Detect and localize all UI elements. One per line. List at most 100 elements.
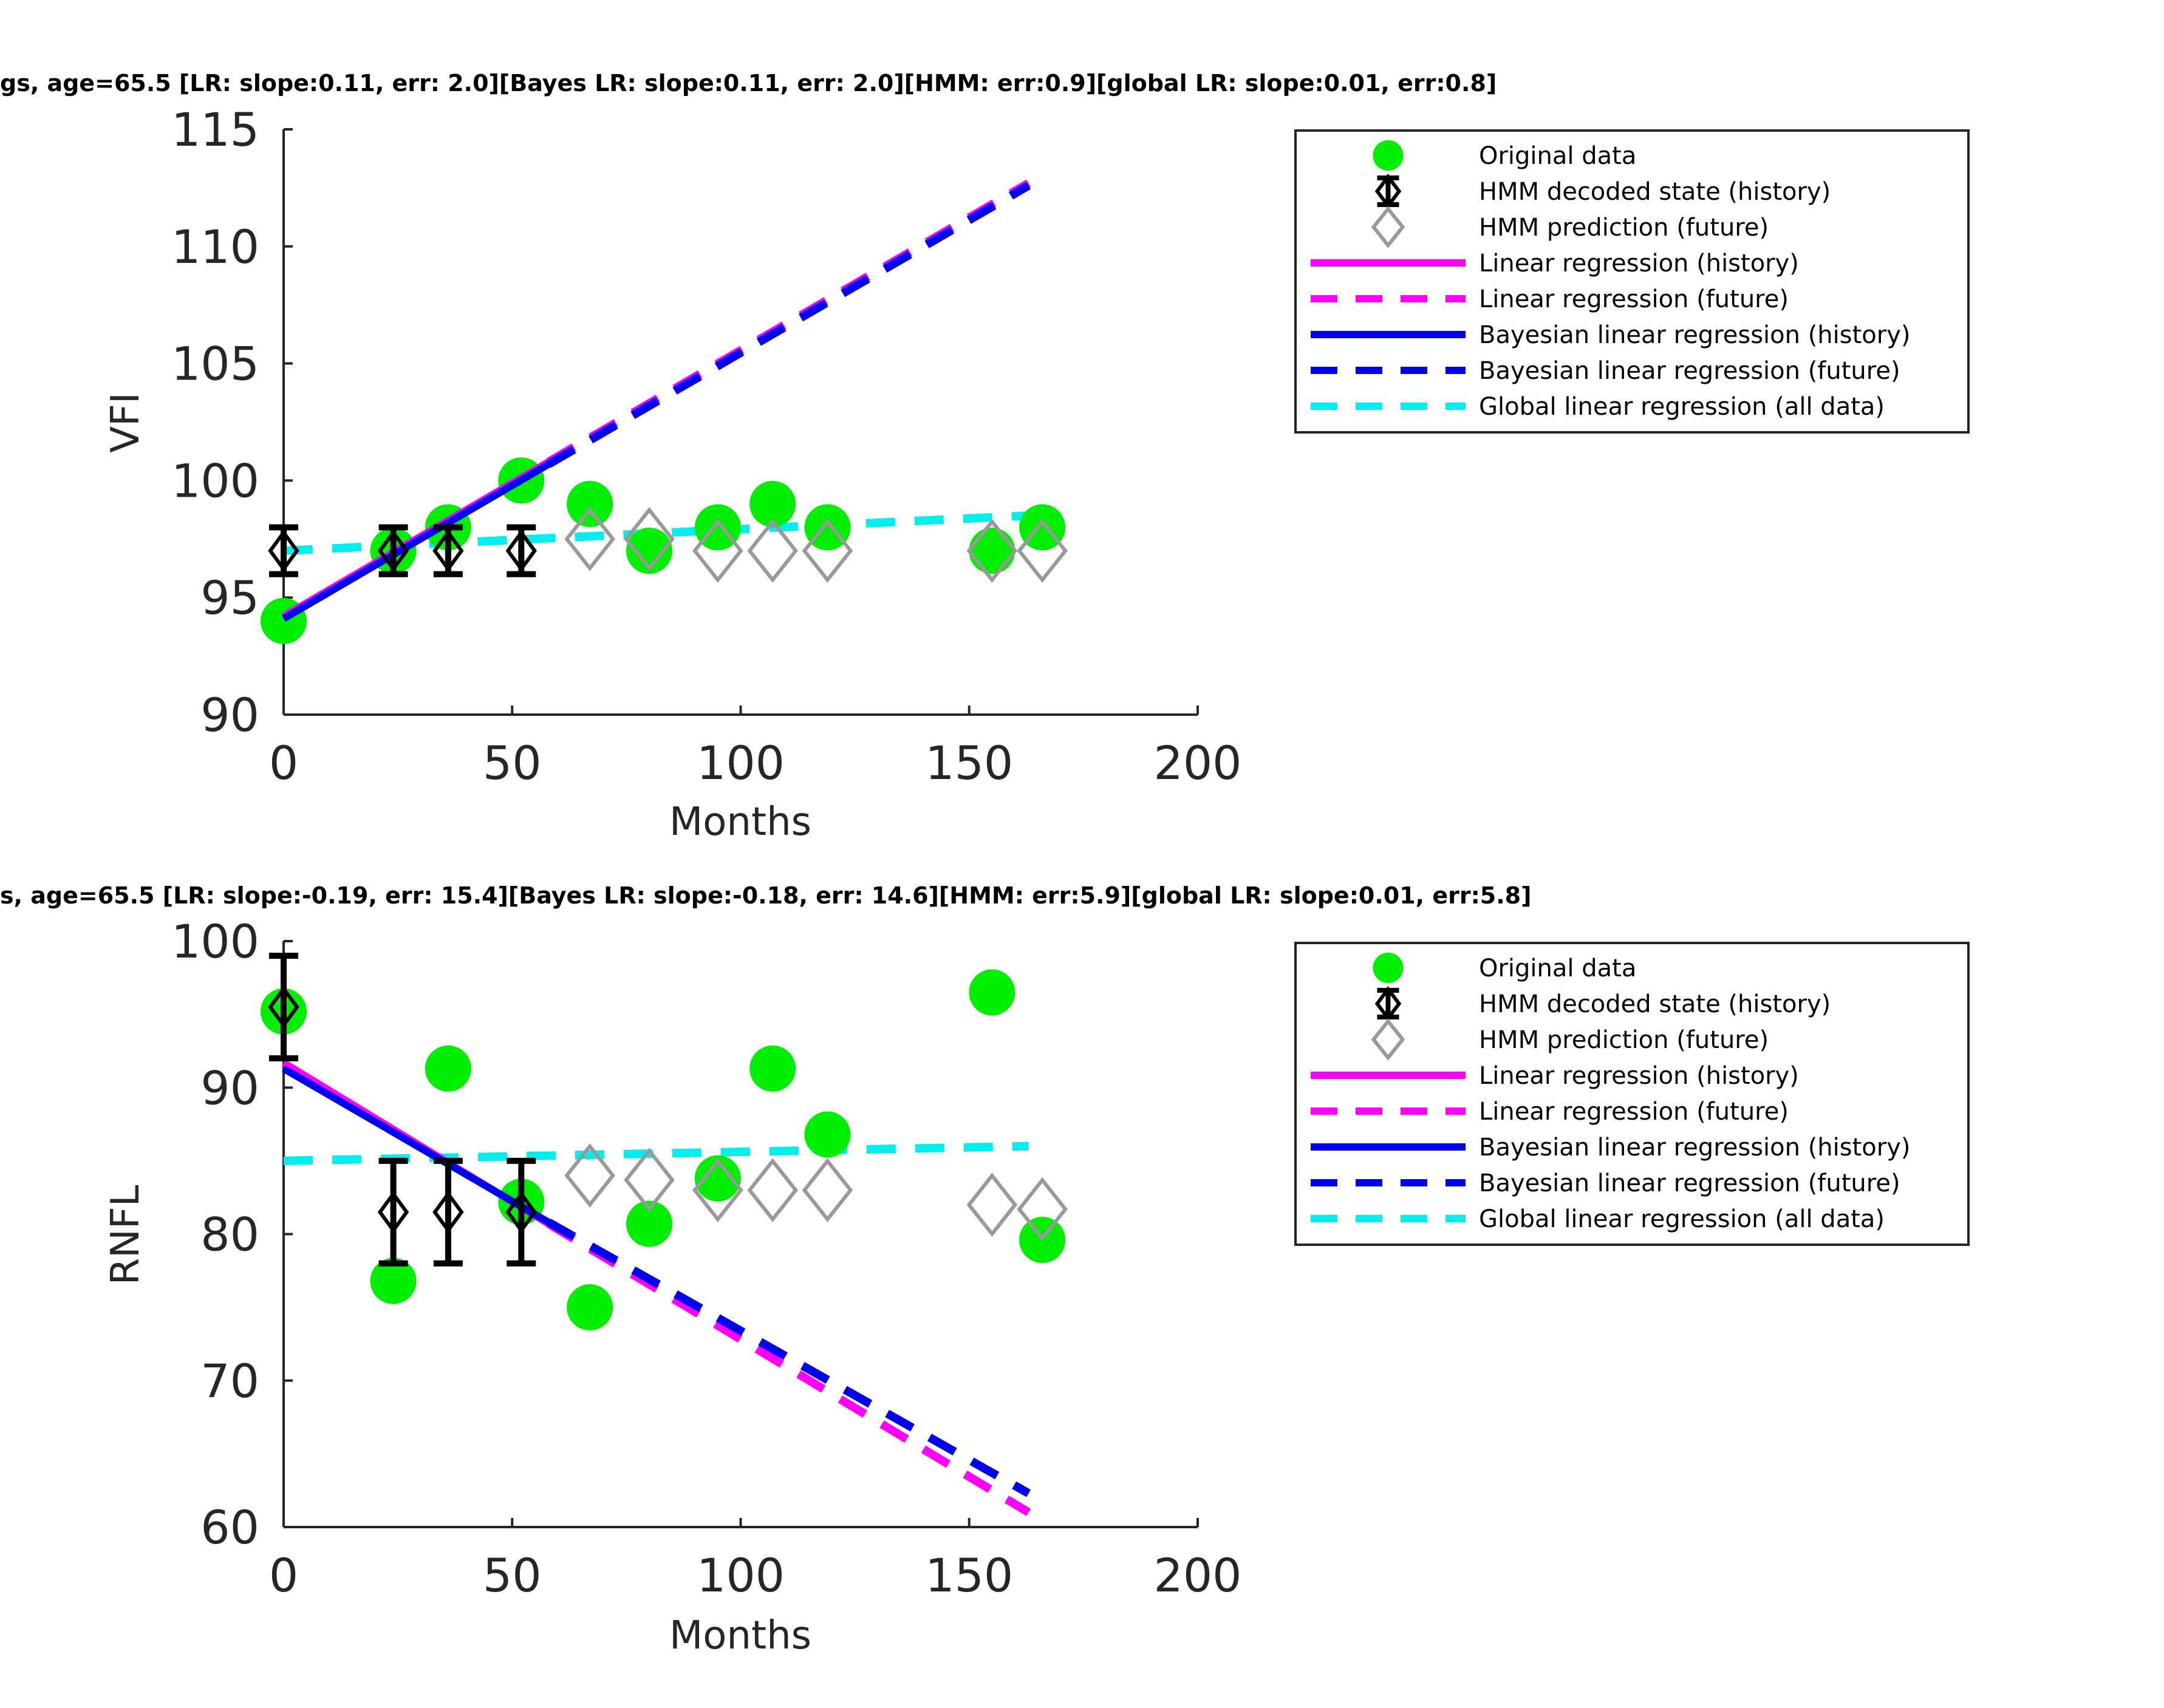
rnfl-y-tick-label: 100: [171, 914, 259, 968]
vfi-x-tick-label: 200: [1153, 736, 1241, 790]
vfi-legend-item: HMM decoded state (history): [1374, 174, 1831, 209]
vfi-legend-item: Linear regression (future): [1311, 285, 1789, 313]
rnfl-x-tick-label: 0: [269, 1548, 298, 1602]
rnfl-legend-item: Bayesian linear regression (history): [1311, 1134, 1911, 1162]
rnfl-x-tick-label: 100: [697, 1548, 785, 1602]
vfi-blr-history-line: [281, 461, 551, 622]
vfi-lr-future-line: [546, 179, 1031, 466]
rnfl-x-tick-label: 200: [1153, 1548, 1241, 1602]
rnfl-legend-label: HMM prediction (future): [1479, 1026, 1769, 1054]
vfi-legend-label: HMM decoded state (history): [1479, 178, 1831, 206]
vfi-hmm-decoded-state: [377, 524, 409, 577]
rnfl-original-data-point: [626, 1200, 672, 1247]
rnfl-legend-item: HMM decoded state (history): [1374, 986, 1831, 1021]
rnfl-legend-item: Linear regression (history): [1311, 1062, 1799, 1090]
rnfl-legend: Original data HMM decoded state (history)…: [1294, 942, 1970, 1246]
rnfl-blr-history-line: [281, 1065, 551, 1226]
vfi-chart-title: gs, age=65.5 [LR: slope:0.11, err: 2.0][…: [0, 70, 1497, 97]
rnfl-legend-item: HMM prediction (future): [1371, 1018, 1769, 1061]
vfi-original-data-point: [626, 528, 672, 574]
rnfl-y-tick-label: 90: [200, 1061, 259, 1115]
rnfl-hmm-decoded-state: [432, 1157, 464, 1267]
vfi-hmm-prediction-marker: [624, 506, 675, 571]
vfi-y-tick-label: 90: [200, 688, 259, 742]
vfi-x-axis-label: Months: [669, 800, 811, 845]
vfi-hmm-prediction-marker: [564, 506, 615, 571]
rnfl-y-axis-label: RNFL: [103, 1185, 148, 1285]
vfi-legend-item: Linear regression (history): [1311, 250, 1799, 277]
rnfl-original-data-point: [567, 1284, 613, 1331]
vfi-hmm-prediction-marker: [802, 519, 853, 583]
vfi-original-data-point: [969, 528, 1015, 574]
rnfl-original-data-point: [804, 1111, 851, 1158]
vfi-hmm-prediction-marker: [747, 519, 799, 583]
rnfl-original-data-point: [425, 1045, 471, 1092]
rnfl-blr-future-line: [547, 1219, 1031, 1497]
rnfl-y-tick-label: 60: [200, 1500, 259, 1554]
rnfl-original-data-point: [969, 969, 1015, 1016]
vfi-y-tick-label: 110: [171, 220, 259, 274]
rnfl-x-axis-label: Months: [669, 1613, 811, 1658]
vfi-legend-item: Original data: [1373, 140, 1636, 171]
vfi-legend-label: Linear regression (future): [1479, 285, 1789, 313]
vfi-legend-label: Bayesian linear regression (future): [1479, 357, 1900, 385]
rnfl-legend-label: HMM decoded state (history): [1479, 990, 1831, 1018]
rnfl-hmm-prediction-marker: [747, 1158, 799, 1222]
rnfl-chart-title: s, age=65.5 [LR: slope:-0.19, err: 15.4]…: [0, 882, 1531, 909]
rnfl-hmm-prediction-marker: [802, 1158, 853, 1222]
rnfl-x-tick-label: 50: [483, 1548, 542, 1602]
rnfl-original-data-point: [749, 1045, 796, 1092]
rnfl-legend-label: Global linear regression (all data): [1479, 1205, 1885, 1233]
vfi-plot-area: 0 50 100 150 200 90 95 100 105 110 115: [171, 103, 1242, 790]
vfi-legend-item: Bayesian linear regression (history): [1311, 321, 1911, 349]
rnfl-legend-item: Linear regression (future): [1311, 1098, 1789, 1126]
vfi-legend-label: Linear regression (history): [1479, 250, 1799, 277]
rnfl-legend-label: Original data: [1479, 954, 1636, 982]
vfi-y-tick-label: 105: [171, 337, 259, 391]
rnfl-hmm-prediction-marker: [692, 1158, 743, 1222]
vfi-legend-item: Bayesian linear regression (future): [1311, 357, 1900, 385]
vfi-hmm-prediction-marker: [692, 519, 743, 583]
rnfl-hmm-prediction-marker: [624, 1148, 675, 1213]
rnfl-plot-area: 0 50 100 150 200 60 70 80 90 100: [171, 914, 1242, 1602]
rnfl-hmm-prediction-marker: [966, 1172, 1018, 1237]
vfi-legend: Original data HMM decoded state (history)…: [1294, 129, 1970, 434]
vfi-y-tick-label: 95: [200, 571, 259, 625]
rnfl-y-tick-label: 80: [200, 1208, 259, 1262]
vfi-hmm-decoded-state: [432, 524, 464, 577]
rnfl-legend-label: Bayesian linear regression (history): [1479, 1134, 1911, 1162]
rnfl-hmm-decoded-state: [377, 1157, 409, 1267]
vfi-y-axis-label: VFI: [103, 392, 148, 452]
vfi-legend-item: HMM prediction (future): [1371, 206, 1769, 248]
rnfl-legend-label: Linear regression (history): [1479, 1062, 1799, 1090]
vfi-hmm-prediction-marker: [1017, 519, 1068, 583]
vfi-x-tick-label: 150: [925, 736, 1013, 790]
vfi-panel: gs, age=65.5 [LR: slope:0.11, err: 2.0][…: [0, 70, 1970, 845]
vfi-legend-box: [1294, 129, 1970, 434]
rnfl-original-data-point: [370, 1257, 417, 1304]
vfi-x-tick-label: 100: [697, 736, 785, 790]
vfi-legend-label: Bayesian linear regression (history): [1479, 321, 1911, 349]
vfi-hmm-decoded-state: [268, 524, 299, 577]
rnfl-hmm-prediction-marker: [564, 1143, 615, 1208]
vfi-legend-item: Global linear regression (all data): [1311, 393, 1885, 421]
rnfl-hmm-decoded-state: [268, 953, 299, 1061]
vfi-legend-label: HMM prediction (future): [1479, 214, 1769, 242]
vfi-original-data-point: [749, 480, 796, 527]
rnfl-legend-item: Bayesian linear regression (future): [1311, 1169, 1900, 1197]
vfi-hmm-prediction-marker: [966, 519, 1018, 583]
rnfl-y-tick-label: 70: [200, 1354, 259, 1408]
rnfl-hmm-prediction-marker: [1017, 1177, 1068, 1242]
rnfl-legend-label: Linear regression (future): [1479, 1098, 1789, 1126]
vfi-y-tick-label: 100: [171, 454, 259, 508]
vfi-x-tick-label: 50: [483, 736, 542, 790]
vfi-blr-future-line: [546, 182, 1031, 468]
rnfl-x-tick-label: 150: [925, 1548, 1013, 1602]
rnfl-legend-box: [1294, 942, 1970, 1246]
vfi-hmm-decoded-state: [505, 524, 538, 577]
vfi-original-data-point: [567, 480, 613, 527]
rnfl-panel: s, age=65.5 [LR: slope:-0.19, err: 15.4]…: [0, 882, 1970, 1658]
rnfl-hmm-decoded-state: [505, 1157, 538, 1267]
rnfl-original-data-point: [694, 1155, 741, 1202]
